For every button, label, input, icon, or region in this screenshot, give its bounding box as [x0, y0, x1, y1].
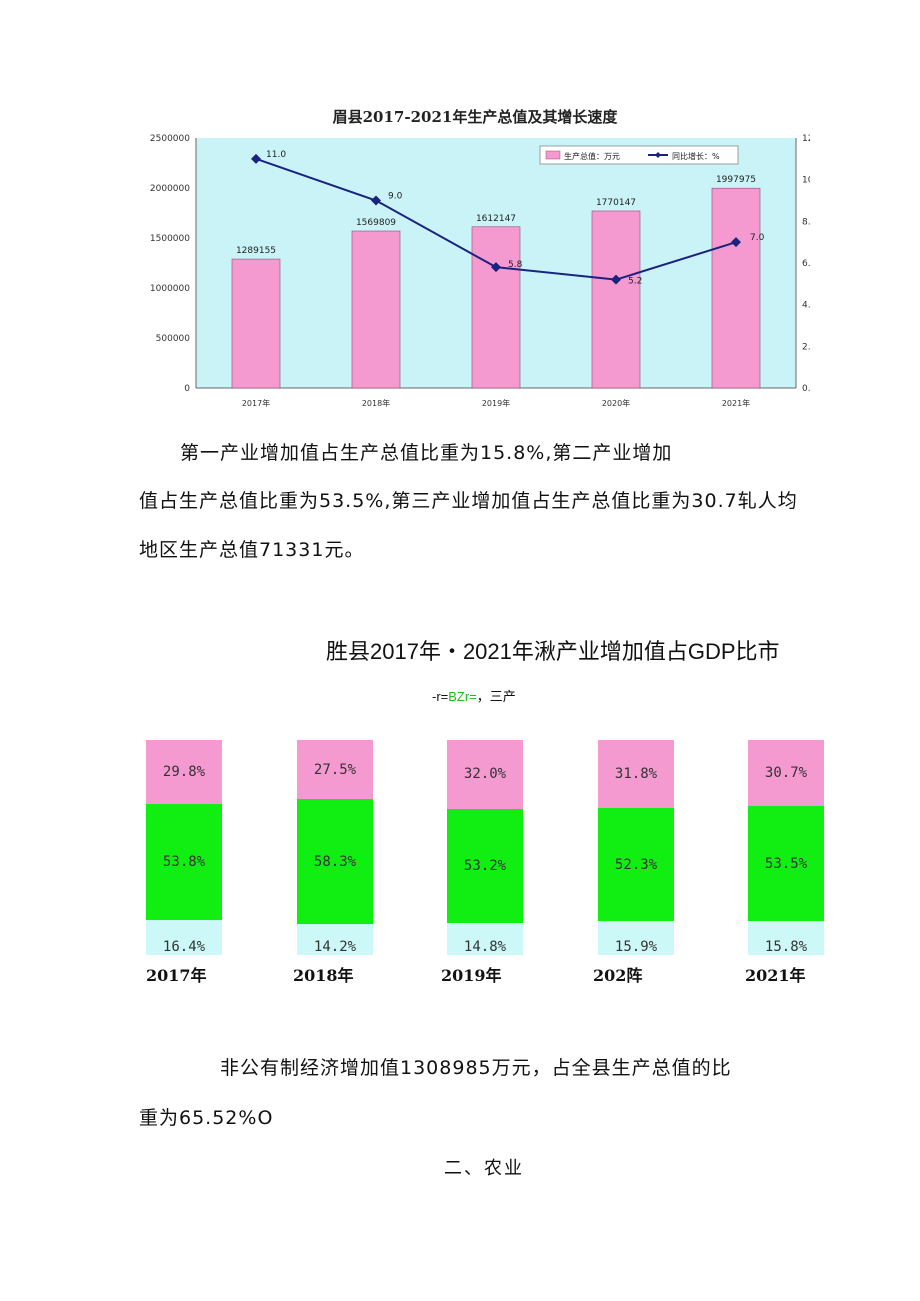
secondary-industry-segment: 53.8% — [146, 804, 222, 920]
tertiary-industry-segment: 30.7% — [748, 740, 824, 807]
share-value-label: 27.5% — [313, 761, 357, 778]
gdp-bar — [591, 210, 641, 389]
tertiary-industry-segment: 32.0% — [447, 740, 523, 809]
right-tick-label: 12.0 — [802, 134, 810, 144]
share-value-label: 31.8% — [614, 766, 658, 783]
para1-line3: 地区生产总值71331元。 — [139, 539, 365, 561]
share-value-label: 53.5% — [764, 855, 808, 872]
share-stack: 16.4% 53.8% 29.8% — [146, 740, 222, 955]
legend-box — [539, 145, 739, 165]
para1-line2: 值占生产总值比重为53.5%,第三产业增加值占生产总值比重为30.7轧人均 — [139, 490, 798, 512]
right-tick-label: 4.0 — [802, 301, 810, 311]
gdp-bar — [231, 258, 281, 389]
share-value-label: 16.4% — [162, 939, 206, 955]
left-tick-label: 0 — [184, 384, 190, 394]
bar-value-label: 1770147 — [596, 198, 636, 208]
right-tick-label: 6.0 — [802, 259, 810, 269]
growth-value-label: 11.0 — [266, 150, 286, 160]
growth-point — [371, 195, 381, 206]
tertiary-industry-segment: 31.8% — [598, 740, 674, 809]
growth-value-label: 5.2 — [628, 277, 642, 287]
year-label: 2018年 — [293, 966, 354, 985]
primary-industry-segment: 15.9% — [598, 920, 674, 955]
para1-line1: 第一产业增加值占生产总值比重为15.8%,第二产业增加 — [180, 442, 673, 464]
left-tick-label: 1000000 — [150, 284, 190, 294]
primary-industry-segment: 14.8% — [447, 923, 523, 955]
right-tick-label: 8.0 — [802, 217, 810, 227]
share-value-label: 15.8% — [764, 939, 808, 955]
share-value-label: 14.8% — [463, 939, 507, 955]
tertiary-industry-segment: 27.5% — [297, 740, 373, 800]
year-label: 2021年 — [745, 966, 806, 985]
left-tick-label: 500000 — [156, 334, 191, 344]
right-tick-label: 10.0 — [802, 176, 810, 186]
year-label: 2017年 — [146, 966, 207, 985]
section-heading: 二、农业 — [444, 1158, 524, 1179]
bar-value-label: 1612147 — [476, 214, 516, 224]
secondary-industry-segment: 52.3% — [598, 808, 674, 921]
year-label: 202阵 — [593, 966, 643, 985]
growth-point — [611, 274, 621, 285]
legend-part-3: ，三产 — [476, 689, 516, 704]
chart2-legend: -r=BZr=，三产 — [432, 686, 516, 705]
growth-point — [731, 237, 741, 248]
share-value-label: 58.3% — [313, 853, 357, 870]
share-value-label: 30.7% — [764, 765, 808, 782]
primary-industry-segment: 14.2% — [297, 924, 373, 955]
gdp-bar — [351, 230, 401, 389]
right-tick-label: 0.0 — [802, 384, 810, 394]
gdp-bar — [471, 226, 521, 389]
chart1-title: 眉县2017-2021年生产总值及其增长速度 — [332, 108, 618, 126]
left-tick-label: 2000000 — [150, 184, 190, 194]
legend-line-marker — [655, 152, 661, 158]
para2-line1: 非公有制经济增加值1308985万元，占全县生产总值的比 — [220, 1057, 732, 1079]
legend-part-2: BZr= — [448, 689, 477, 704]
share-value-label: 29.8% — [162, 764, 206, 781]
gdp-bar — [711, 187, 761, 389]
legend-bar-label: 生产总值：万元 — [564, 151, 620, 161]
tertiary-industry-segment: 29.8% — [146, 740, 222, 805]
primary-industry-segment: 16.4% — [146, 919, 222, 955]
growth-point — [491, 262, 501, 273]
x-tick-label: 2019年 — [482, 398, 510, 408]
growth-value-label: 5.8 — [508, 260, 523, 270]
share-value-label: 15.9% — [614, 939, 658, 955]
chart1-plot: 0 500000 1000000 1500000 2000000 2500000 0.0 2.… — [150, 134, 810, 408]
share-stack: 15.9% 52.3% 31.8% — [598, 740, 674, 955]
legend-bar-swatch — [545, 150, 561, 160]
growth-value-label: 7.0 — [750, 233, 765, 243]
secondary-industry-segment: 53.5% — [748, 806, 824, 922]
secondary-industry-segment: 53.2% — [447, 808, 523, 924]
legend-line-label: 同比增长：% — [672, 151, 720, 161]
share-value-label: 32.0% — [463, 766, 507, 783]
share-stack: 15.8% 53.5% 30.7% — [748, 740, 824, 955]
share-value-label: 53.2% — [463, 858, 507, 874]
gdp-growth-chart: 眉县2017-2021年生产总值及其增长速度 0 500000 1000000 150… — [140, 98, 810, 418]
bar-value-label: 1997975 — [716, 175, 756, 185]
share-value-label: 52.3% — [614, 856, 658, 873]
share-stack: 14.8% 53.2% 32.0% — [447, 740, 523, 955]
secondary-industry-segment: 58.3% — [297, 799, 373, 925]
share-value-label: 53.8% — [162, 853, 206, 870]
x-tick-label: 2020年 — [602, 398, 630, 408]
year-label: 2019年 — [441, 966, 502, 985]
left-tick-label: 1500000 — [150, 234, 190, 244]
right-tick-label: 2.0 — [802, 342, 810, 352]
bar-value-label: 1569809 — [356, 218, 396, 228]
share-value-label: 14.2% — [313, 939, 357, 955]
bar-value-label: 1289155 — [236, 246, 276, 256]
x-tick-label: 2021年 — [722, 398, 750, 408]
primary-industry-segment: 15.8% — [748, 921, 824, 955]
left-tick-label: 2500000 — [150, 134, 190, 144]
x-tick-label: 2018年 — [362, 398, 390, 408]
x-tick-label: 2017年 — [242, 398, 270, 408]
growth-value-label: 9.0 — [388, 192, 403, 202]
legend-part-1: -r= — [432, 689, 449, 704]
chart2-title: 胜县2017年・2021年湫产业增加值占GDP比市 — [326, 639, 780, 664]
para2-line2: 重为65.52%O — [139, 1107, 274, 1129]
share-stack: 14.2% 58.3% 27.5% — [297, 740, 373, 955]
